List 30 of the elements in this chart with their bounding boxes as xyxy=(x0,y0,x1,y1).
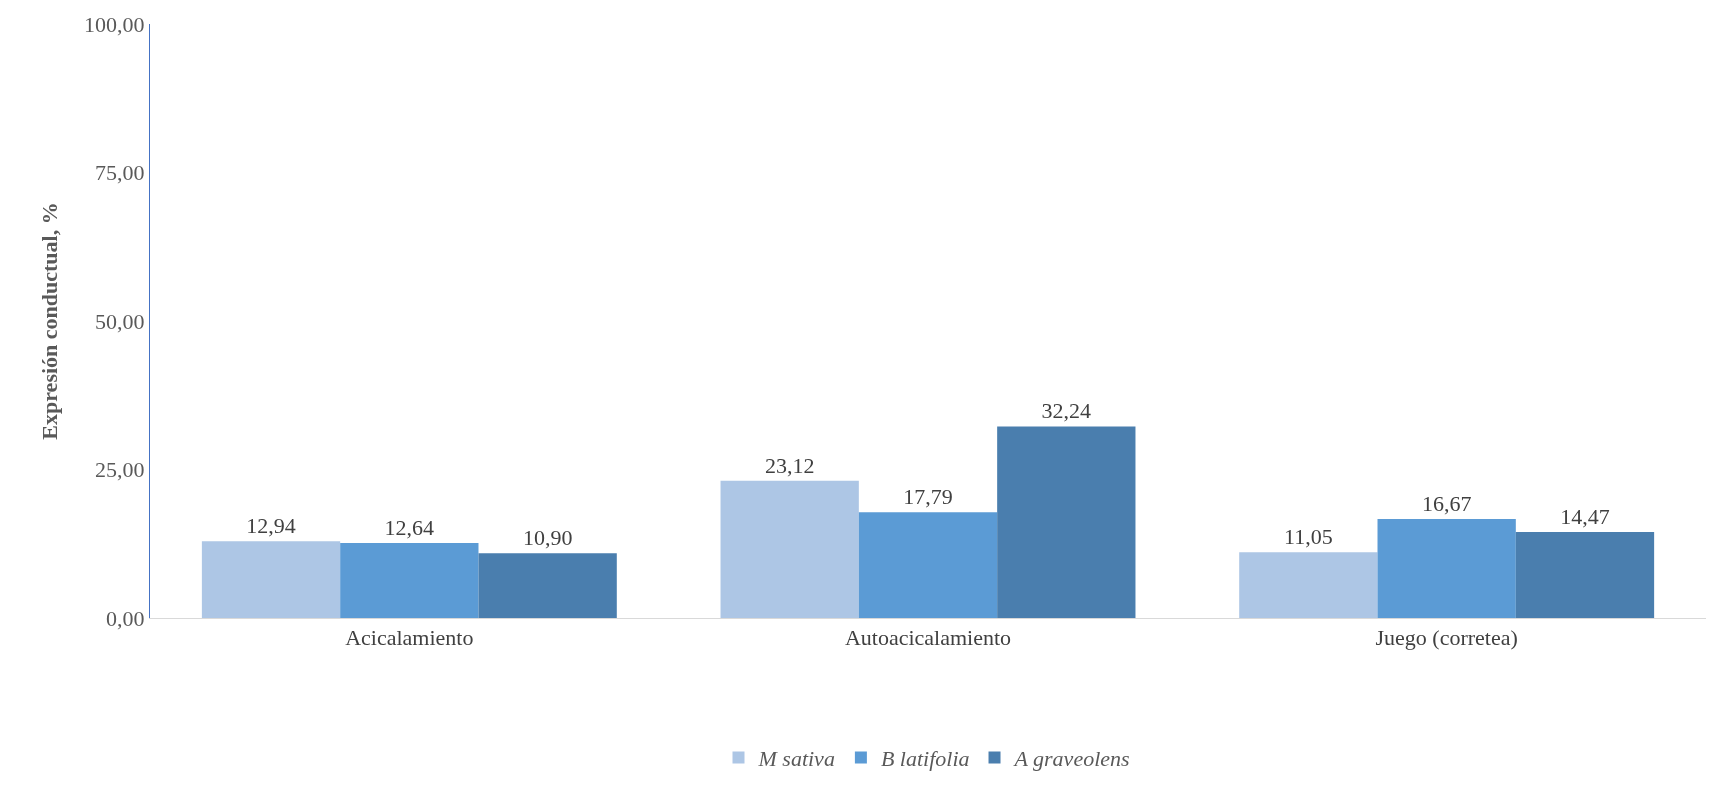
y-tick-label: 100,00 xyxy=(84,11,145,37)
y-tick-label: 50,00 xyxy=(95,308,145,334)
bar xyxy=(858,512,998,618)
legend-label: A graveolens xyxy=(1012,746,1130,772)
bar xyxy=(1239,552,1378,618)
bar xyxy=(201,541,341,618)
data-label: 14,47 xyxy=(1560,504,1610,530)
data-label: 16,67 xyxy=(1421,490,1472,516)
bar xyxy=(478,553,617,618)
x-tick-label: Juego (corretea) xyxy=(1375,625,1518,651)
y-tick-label: 25,00 xyxy=(95,457,145,483)
data-label: 32,24 xyxy=(1041,398,1092,424)
data-label: 12,64 xyxy=(384,514,435,540)
data-label: 10,90 xyxy=(522,525,573,551)
x-tick-label: Acicalamiento xyxy=(345,625,474,651)
bar xyxy=(997,426,1136,618)
data-label: 17,79 xyxy=(903,484,953,510)
bar xyxy=(340,542,479,618)
y-tick-label: 75,00 xyxy=(95,160,145,186)
x-tick-label: Autoacicalamiento xyxy=(844,625,1012,651)
data-label: 12,94 xyxy=(246,513,296,539)
y-axis-title: Expresión conductual, % xyxy=(36,202,62,440)
data-label: 23,12 xyxy=(764,452,815,478)
y-tick-label: 0,00 xyxy=(106,605,145,631)
bar xyxy=(1515,532,1655,618)
bar xyxy=(1377,518,1516,618)
legend-label: B latifolia xyxy=(880,746,970,772)
data-label: 11,05 xyxy=(1284,524,1333,550)
legend-label: M sativa xyxy=(757,746,835,772)
bar xyxy=(720,480,859,618)
